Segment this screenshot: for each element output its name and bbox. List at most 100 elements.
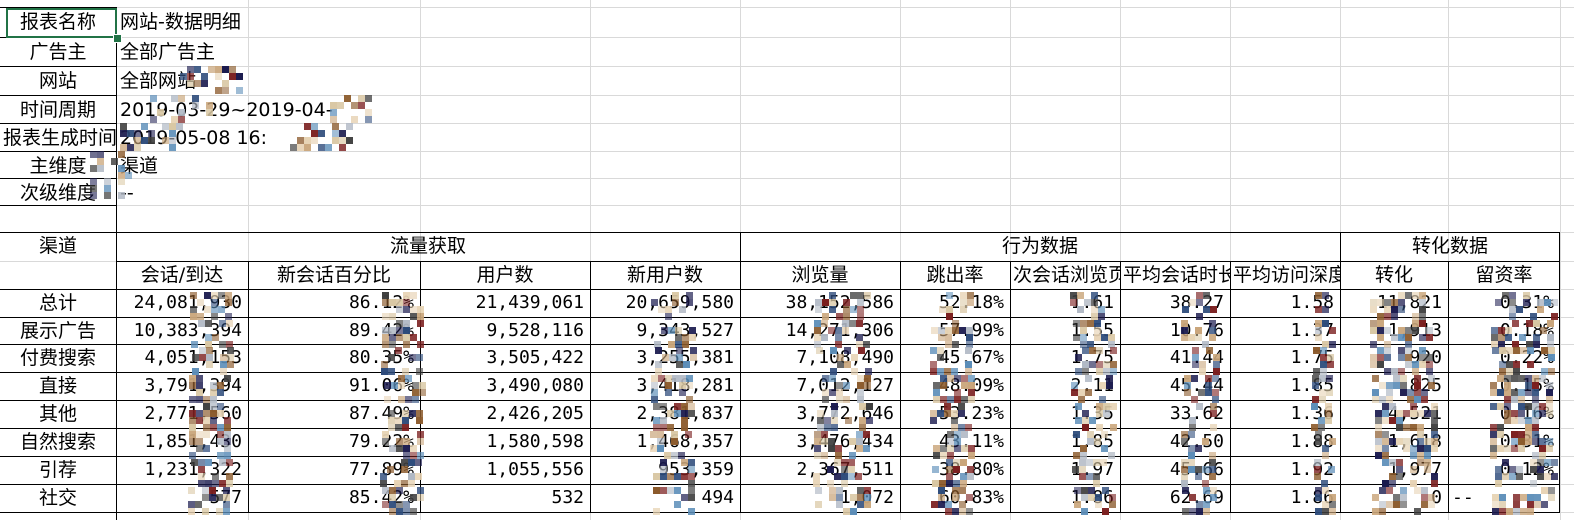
meta-border-row	[0, 7, 116, 8]
gridline-row	[0, 37, 1574, 38]
data-cell[interactable]: 9,528,116	[486, 320, 584, 341]
channel-name[interactable]: 其他	[38, 403, 77, 425]
group-header[interactable]: 流量获取	[389, 235, 466, 257]
meta-label[interactable]: 时间周期	[19, 99, 96, 121]
column-header[interactable]: 转化	[1374, 264, 1413, 286]
channel-name[interactable]: 自然搜索	[19, 431, 96, 453]
channel-name[interactable]: 付费搜索	[19, 347, 96, 369]
data-cell[interactable]: 1,055,556	[486, 459, 584, 480]
channel-name[interactable]: 社交	[38, 487, 77, 509]
data-cell[interactable]: 3,505,422	[486, 347, 584, 368]
meta-label[interactable]: 广告主	[29, 41, 87, 63]
redaction-mosaic	[814, 320, 870, 348]
gridline-row	[0, 151, 1574, 152]
data-cell[interactable]: 91.06%	[348, 375, 414, 396]
redaction-mosaic	[290, 123, 353, 151]
column-header[interactable]: 新会话百分比	[276, 264, 391, 286]
group-header[interactable]: 行为数据	[1001, 235, 1078, 257]
meta-label[interactable]: 主维度	[29, 155, 87, 177]
meta-border-row	[0, 205, 116, 206]
meta-value[interactable]: 2019-03-29~2019-04-	[120, 99, 333, 121]
redaction-mosaic	[191, 459, 233, 487]
data-cell[interactable]: 0	[1431, 487, 1442, 508]
data-cell[interactable]: 21,439,061	[475, 292, 584, 313]
data-cell[interactable]: 3,490,080	[486, 375, 584, 396]
redaction-mosaic	[933, 375, 975, 403]
redaction-mosaic	[120, 123, 183, 151]
channel-name[interactable]: 引荐	[38, 459, 77, 481]
column-header[interactable]: 新用户数	[626, 264, 703, 286]
data-cell[interactable]: 77.89%	[348, 459, 414, 480]
meta-value[interactable]: 渠道	[120, 155, 159, 177]
table-border-col	[1120, 261, 1121, 512]
data-cell[interactable]: 9,343,527	[636, 320, 734, 341]
column-header[interactable]: 平均会话时长	[1123, 264, 1230, 286]
meta-value[interactable]: 2019-05-08 16:	[120, 127, 268, 149]
gridline-col	[590, 0, 591, 520]
meta-border-row	[0, 66, 116, 67]
column-header[interactable]: 用户数	[476, 264, 534, 286]
channel-column-header[interactable]: 渠道	[38, 235, 77, 257]
data-cell[interactable]: 532	[551, 487, 584, 508]
data-cell[interactable]: 494	[701, 487, 734, 508]
redaction-mosaic	[1491, 320, 1554, 348]
table-border-top	[0, 232, 1560, 233]
redaction-mosaic	[189, 431, 231, 459]
redaction-mosaic	[654, 320, 696, 348]
redaction-mosaic	[653, 487, 695, 515]
redaction-mosaic	[650, 431, 692, 459]
redaction-mosaic	[1182, 487, 1217, 515]
column-header[interactable]: 留资率	[1475, 264, 1533, 286]
redaction-mosaic	[180, 66, 243, 94]
column-header[interactable]: 会话/到达	[140, 264, 224, 286]
redaction-mosaic	[1315, 292, 1335, 314]
meta-label[interactable]: 网站	[38, 70, 77, 92]
column-header[interactable]: 浏览量	[791, 264, 849, 286]
redaction-mosaic	[655, 347, 697, 375]
redaction-mosaic	[1184, 375, 1219, 403]
redaction-mosaic	[813, 459, 863, 487]
channel-name[interactable]: 直接	[38, 375, 77, 397]
redaction-mosaic	[190, 292, 232, 320]
table-border-col	[590, 261, 591, 512]
group-header[interactable]: 转化数据	[1411, 235, 1488, 257]
column-header[interactable]: 平均访问深度	[1233, 264, 1340, 286]
redaction-mosaic	[189, 375, 231, 403]
redaction-mosaic	[90, 151, 132, 179]
meta-label[interactable]: 报表生成时间	[3, 127, 116, 149]
meta-value[interactable]: --	[120, 182, 134, 204]
active-cell-selection[interactable]	[6, 8, 117, 38]
data-cell[interactable]: 1.92	[1290, 459, 1334, 480]
redaction-mosaic	[930, 403, 972, 431]
meta-value[interactable]: 全部广告主	[120, 41, 216, 63]
redaction-mosaic	[932, 292, 974, 320]
fill-handle[interactable]	[113, 34, 122, 43]
redaction-mosaic	[931, 320, 973, 348]
data-cell[interactable]: 45.67%	[938, 347, 1004, 368]
redaction-mosaic	[1375, 403, 1438, 431]
meta-border-row	[0, 123, 116, 124]
redaction-mosaic	[1490, 403, 1553, 431]
redaction-mosaic	[1071, 375, 1113, 403]
redaction-mosaic	[1070, 292, 1110, 320]
redaction-mosaic	[1315, 320, 1336, 348]
table-border-row	[0, 372, 1560, 373]
data-cell[interactable]: 20,659,580	[625, 292, 734, 313]
data-cell[interactable]: 1,580,598	[486, 431, 584, 452]
channel-name[interactable]: 总计	[38, 292, 77, 314]
gridline-col	[1010, 0, 1011, 520]
meta-label[interactable]: 报表名称	[19, 11, 96, 33]
channel-name[interactable]: 展示广告	[19, 320, 96, 342]
meta-value[interactable]: 网站-数据明细	[120, 11, 241, 33]
gridline-row	[0, 123, 1574, 124]
data-cell[interactable]: 2,426,205	[486, 403, 584, 424]
redaction-mosaic	[1185, 347, 1220, 375]
table-border-col	[1448, 261, 1449, 512]
meta-value[interactable]: 全部网站	[120, 70, 197, 92]
column-header[interactable]: 次会话浏览页	[1013, 264, 1120, 286]
meta-label[interactable]: 次级维度	[19, 182, 96, 204]
data-cell[interactable]: --	[1452, 487, 1474, 508]
column-header[interactable]: 跳出率	[926, 264, 984, 286]
redaction-mosaic	[930, 347, 972, 375]
